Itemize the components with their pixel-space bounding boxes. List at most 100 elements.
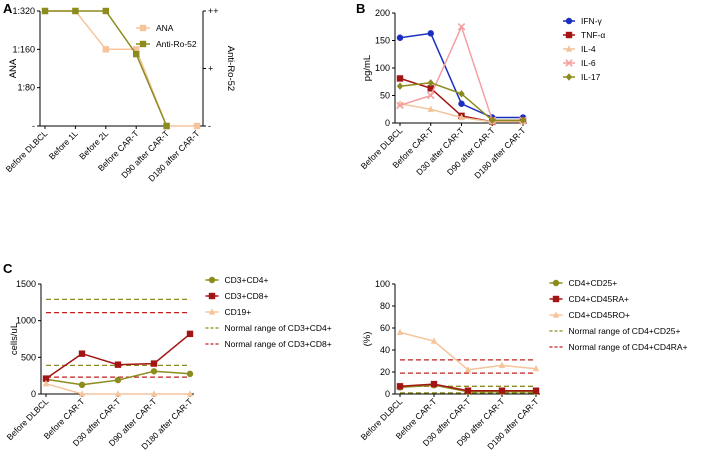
data-point — [396, 383, 404, 390]
data-point — [150, 360, 158, 367]
y2-axis-label: Anti-Ro-52 — [225, 46, 236, 91]
legend-label: CD4+CD45RO+ — [569, 310, 630, 320]
x-tick-label: Before DLBCL — [4, 128, 50, 174]
legend-label: Normal range of CD3+CD8+ — [225, 339, 332, 349]
data-point — [430, 380, 438, 388]
panel-label-b: B — [356, 1, 365, 16]
y-tick-label: 0 — [385, 118, 390, 128]
data-point — [532, 364, 540, 372]
y-tick-label: 1:80 — [17, 83, 35, 93]
data-point — [464, 387, 472, 394]
legend-label: CD19+ — [225, 307, 252, 317]
data-point — [150, 368, 158, 375]
data-point — [396, 34, 404, 41]
data-point — [42, 375, 50, 382]
data-point — [532, 387, 540, 394]
legend-label: CD4+CD25+ — [569, 278, 618, 288]
data-point — [396, 328, 404, 335]
data-point — [186, 390, 194, 397]
legend-marker — [208, 276, 216, 284]
legend-label: Normal range of CD3+CD4+ — [225, 323, 332, 333]
legend-label: CD4+CD45RA+ — [569, 294, 630, 304]
data-point — [426, 91, 435, 100]
data-point — [464, 366, 472, 373]
y-tick-label: 0 — [31, 389, 36, 399]
y-tick-label: 40 — [380, 345, 390, 355]
data-point — [427, 30, 434, 37]
legend-marker — [565, 59, 573, 67]
legend-label: Normal range of CD4+CD4RA+ — [569, 342, 688, 352]
data-point — [163, 122, 170, 130]
data-point — [498, 387, 506, 394]
data-point — [102, 46, 109, 53]
y-tick-label: 1500 — [16, 279, 36, 289]
y-tick-label: 500 — [21, 352, 36, 362]
data-point — [396, 75, 404, 82]
series-line — [399, 331, 537, 371]
data-point — [396, 82, 404, 90]
legend-marker — [565, 31, 573, 39]
legend-marker — [552, 279, 560, 287]
data-point — [72, 7, 79, 15]
y-tick-label: 0 — [385, 389, 390, 399]
legend-label: CD3+CD8+ — [225, 291, 269, 301]
y-tick-label: 100 — [375, 279, 390, 289]
y-tick-label: 50 — [380, 91, 390, 101]
data-point — [430, 337, 438, 344]
data-point — [427, 79, 434, 87]
legend-label: TNF-α — [581, 30, 605, 40]
legend-marker — [552, 295, 560, 303]
data-point — [396, 101, 404, 110]
legend-label: IL-6 — [581, 58, 596, 68]
data-point — [102, 7, 109, 15]
legend-marker — [139, 24, 147, 32]
y2-tick-label: + — [208, 64, 213, 74]
data-point — [78, 350, 86, 357]
y-tick-label: - — [32, 121, 35, 131]
data-point — [150, 390, 158, 397]
y-axis-label: cells/uL — [9, 323, 20, 355]
x-tick-label: Before 1L — [47, 128, 80, 161]
data-point — [133, 46, 140, 53]
data-point — [489, 116, 496, 124]
data-point — [186, 370, 194, 378]
legend-marker — [208, 308, 216, 315]
data-point — [186, 330, 194, 338]
y-tick-label: 150 — [375, 36, 390, 46]
data-point — [458, 100, 465, 107]
data-point — [114, 361, 122, 368]
y-tick-label: 1:160 — [12, 44, 35, 54]
y-tick-label: 1000 — [16, 316, 36, 326]
data-point — [427, 85, 434, 92]
data-point — [457, 22, 466, 31]
data-point — [427, 105, 434, 112]
legend-label: Anti-Ro-52 — [156, 39, 197, 49]
data-point — [458, 113, 465, 121]
legend-marker — [565, 45, 573, 52]
data-point — [114, 390, 122, 397]
y2-tick-label: ++ — [208, 6, 219, 16]
data-point — [519, 116, 527, 124]
y-tick-label: 80 — [380, 301, 390, 311]
legend-marker — [208, 292, 216, 300]
data-point — [78, 390, 86, 397]
legend-label: IL-17 — [581, 72, 601, 82]
y-tick-label: 100 — [375, 63, 390, 73]
legend-label: IL-4 — [581, 44, 596, 54]
y-axis-label: ANA — [8, 58, 19, 78]
y-tick-label: 20 — [380, 367, 390, 377]
data-point — [42, 379, 50, 387]
panel-label-c: C — [3, 261, 13, 276]
y-tick-label: 1:320 — [12, 6, 35, 16]
data-point — [458, 90, 465, 98]
data-point — [41, 7, 49, 15]
y-axis-label: pg/mL — [362, 55, 373, 81]
data-point — [193, 122, 201, 130]
legend-marker — [139, 40, 147, 48]
legend-marker — [565, 17, 573, 25]
y2-tick-label: - — [208, 121, 211, 131]
data-point — [133, 50, 140, 58]
legend-label: CD3+CD4+ — [225, 275, 269, 285]
legend-label: IFN-γ — [581, 16, 603, 26]
